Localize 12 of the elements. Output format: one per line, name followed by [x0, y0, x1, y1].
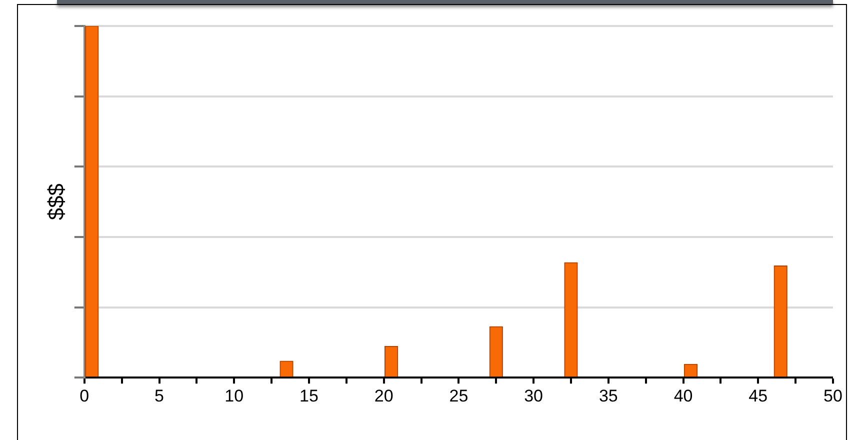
- y-axis-title: $$$: [43, 183, 68, 220]
- x-tick-label: 40: [674, 386, 693, 406]
- x-tick-label: 10: [224, 386, 244, 406]
- x-tick-label: 35: [598, 386, 618, 406]
- x-tick-label: 0: [80, 386, 90, 406]
- x-tick-label: 30: [524, 386, 544, 406]
- x-tick-label: 5: [154, 386, 164, 406]
- x-tick-label: 15: [300, 386, 318, 406]
- x-tick-label: 20: [374, 386, 394, 406]
- x-tick-label: 45: [748, 386, 768, 406]
- x-tick-label: 25: [449, 386, 468, 406]
- x-tick-label: 50: [824, 386, 842, 406]
